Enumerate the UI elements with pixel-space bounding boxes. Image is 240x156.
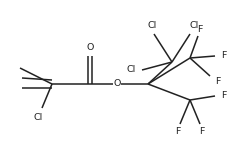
Text: Cl: Cl [33, 114, 43, 122]
Text: F: F [175, 127, 181, 136]
Text: F: F [221, 51, 226, 61]
Text: F: F [197, 25, 203, 34]
Text: Cl: Cl [189, 22, 199, 31]
Text: F: F [215, 78, 220, 86]
Text: O: O [113, 80, 121, 88]
Text: F: F [221, 92, 226, 100]
Text: Cl: Cl [147, 22, 157, 31]
Text: O: O [86, 44, 94, 53]
Text: Cl: Cl [127, 66, 136, 75]
Text: F: F [199, 127, 205, 136]
